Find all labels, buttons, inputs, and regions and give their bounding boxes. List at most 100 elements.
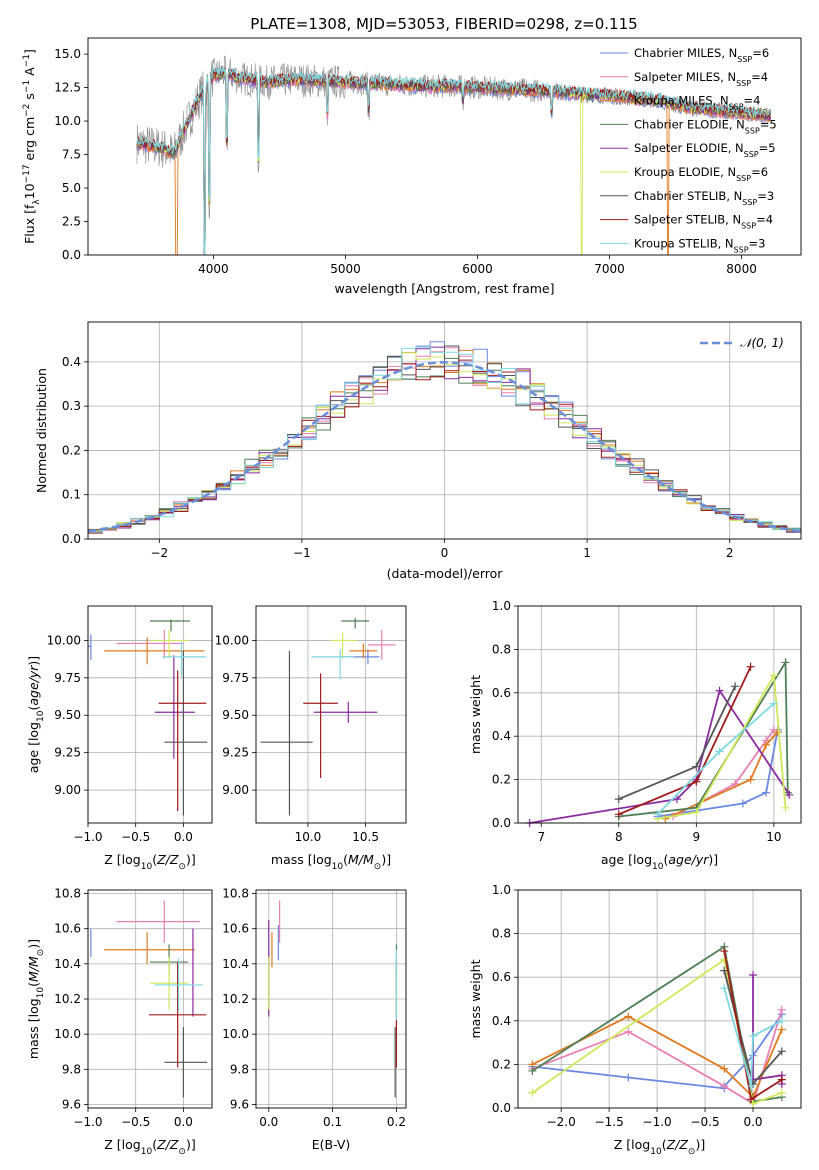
legend-label: Kroupa STELIB, NSSP=3: [634, 236, 765, 254]
weight-line-salpeter-elodie: [529, 688, 791, 823]
x-tick-label: −1.0: [643, 1115, 672, 1129]
legend-label: Chabrier STELIB, NSSP=3: [634, 189, 774, 207]
weight-marker: [777, 1005, 786, 1014]
axes-frame: [87, 605, 213, 824]
histogram-kroupa-stelib: [88, 346, 801, 539]
x-tick-label: 0.0: [174, 1115, 193, 1129]
errorbar-point: [162, 641, 207, 677]
weight-marker: [692, 808, 701, 817]
x-tick-label: 8: [615, 830, 623, 844]
legend-label: 𝒩(0, 1): [740, 336, 784, 350]
x-tick-label: 1: [583, 546, 591, 560]
y-axis-label: age [log10(age/yr)]: [26, 656, 46, 773]
x-axis-label: Z [log10(Z/Z⊙)]: [104, 852, 195, 872]
x-axis-label: wavelength [Angstrom, rest frame]: [334, 281, 554, 296]
y-tick-label: 10.00: [215, 633, 249, 647]
weight-marker: [781, 658, 790, 667]
y-tick-label: 0.1: [62, 488, 81, 502]
weight-marker: [720, 966, 729, 975]
y-tick-label: 0.2: [492, 1057, 511, 1071]
y-tick-label: 0.8: [492, 927, 511, 941]
axes-frame: [517, 889, 802, 1109]
y-tick-label: 9.00: [222, 783, 249, 797]
x-axis-label: mass [log10(M/M⊙)]: [271, 852, 391, 872]
weight-marker: [777, 1088, 786, 1097]
weight-marker: [614, 795, 623, 804]
residual-hist-panel: −2 −1 0 1 2 0.0 0.1 0.2 0.3 0.4 𝒩(0, 1) (data-model…: [34, 321, 802, 581]
legend-label: Kroupa ELODIE, NSSP=6: [634, 165, 768, 183]
y-tick-label: 0.0: [492, 816, 511, 830]
errorbar-point: [150, 956, 189, 1010]
y-tick-label: 10.0: [54, 1027, 81, 1041]
weight-line-kroupa-miles: [664, 731, 779, 820]
y-tick-label: 10.8: [222, 887, 249, 901]
weight-marker: [715, 747, 724, 756]
axes-frame: [87, 37, 802, 256]
x-tick-label: 0.1: [323, 1115, 342, 1129]
weight-marker: [624, 1012, 633, 1021]
y-tick-label: 2.5: [62, 215, 81, 229]
weight-marker: [720, 955, 729, 964]
x-tick-label: −2.0: [547, 1115, 576, 1129]
x-tick-label: 0: [441, 546, 449, 560]
y-tick-label: 0.0: [492, 1101, 511, 1115]
weight-marker: [672, 795, 681, 804]
weight-marker: [692, 762, 701, 771]
errorbar-point: [116, 900, 200, 943]
y-tick-label: 0.2: [492, 773, 511, 787]
errorbar-point: [149, 962, 207, 1068]
weight-marker: [720, 947, 729, 956]
y-tick-label: 9.6: [230, 1097, 249, 1111]
y-tick-label: 5.0: [62, 181, 81, 195]
x-tick-label: 0.2: [387, 1115, 406, 1129]
axes-frame: [255, 605, 407, 824]
figure-title: PLATE=1308, MJD=53053, FIBERID=0298, z=0…: [250, 15, 637, 33]
mass-weight-vs-z-panel: −2.0 −1.5 −1.0 −0.5 0.0 0.0 0.2 0.4 0.6 0.8 1.0 Z […: [468, 883, 802, 1157]
x-tick-label: −1: [293, 546, 311, 560]
x-tick-label: 0.0: [174, 830, 193, 844]
weight-marker: [738, 799, 747, 808]
weight-marker: [777, 1075, 786, 1084]
y-tick-label: 10.2: [222, 992, 249, 1006]
y-tick-label: 10.8: [54, 887, 81, 901]
legend-label: Chabrier ELODIE, NSSP=5: [634, 117, 777, 135]
weight-marker: [762, 788, 771, 797]
legend-label: Salpeter STELIB, NSSP=4: [634, 213, 773, 231]
weight-marker: [528, 1066, 537, 1075]
legend-label: Salpeter ELODIE, NSSP=5: [634, 141, 776, 159]
y-tick-label: 9.50: [54, 708, 81, 722]
weight-marker: [746, 775, 755, 784]
y-tick-label: 1.0: [492, 599, 511, 613]
x-tick-label: 10.5: [352, 830, 379, 844]
normal-curve: [88, 361, 801, 533]
weight-marker: [769, 699, 778, 708]
weight-line-salpeter-miles: [672, 729, 775, 818]
y-tick-label: 10.2: [54, 992, 81, 1006]
errorbar-point: [88, 634, 92, 660]
x-axis-label: E(B-V): [312, 1137, 351, 1152]
errorbar-point: [313, 701, 378, 723]
x-tick-label: 7: [537, 830, 545, 844]
weight-marker: [720, 1082, 729, 1091]
axes-frame: [87, 889, 213, 1109]
x-tick-label: −1.5: [595, 1115, 624, 1129]
weight-marker: [749, 1099, 758, 1108]
y-tick-label: 10.0: [222, 1027, 249, 1041]
x-tick-label: 10.0: [295, 830, 322, 844]
x-tick-label: 8000: [726, 262, 757, 276]
y-tick-label: 9.25: [54, 746, 81, 760]
y-tick-label: 0.4: [62, 355, 81, 369]
y-axis-label: mass [log10(M/M⊙)]: [26, 939, 46, 1059]
weight-marker: [747, 1095, 756, 1104]
y-tick-label: 0.2: [62, 443, 81, 457]
x-tick-label: −0.5: [690, 1115, 719, 1129]
weight-marker: [653, 810, 662, 819]
y-tick-label: 10.0: [54, 114, 81, 128]
x-tick-label: 4000: [198, 262, 229, 276]
y-tick-label: 7.5: [62, 148, 81, 162]
weight-marker: [781, 803, 790, 812]
errorbar-point: [150, 619, 191, 632]
x-tick-label: 7000: [594, 262, 625, 276]
y-axis-label: Normed distribution: [34, 368, 49, 493]
